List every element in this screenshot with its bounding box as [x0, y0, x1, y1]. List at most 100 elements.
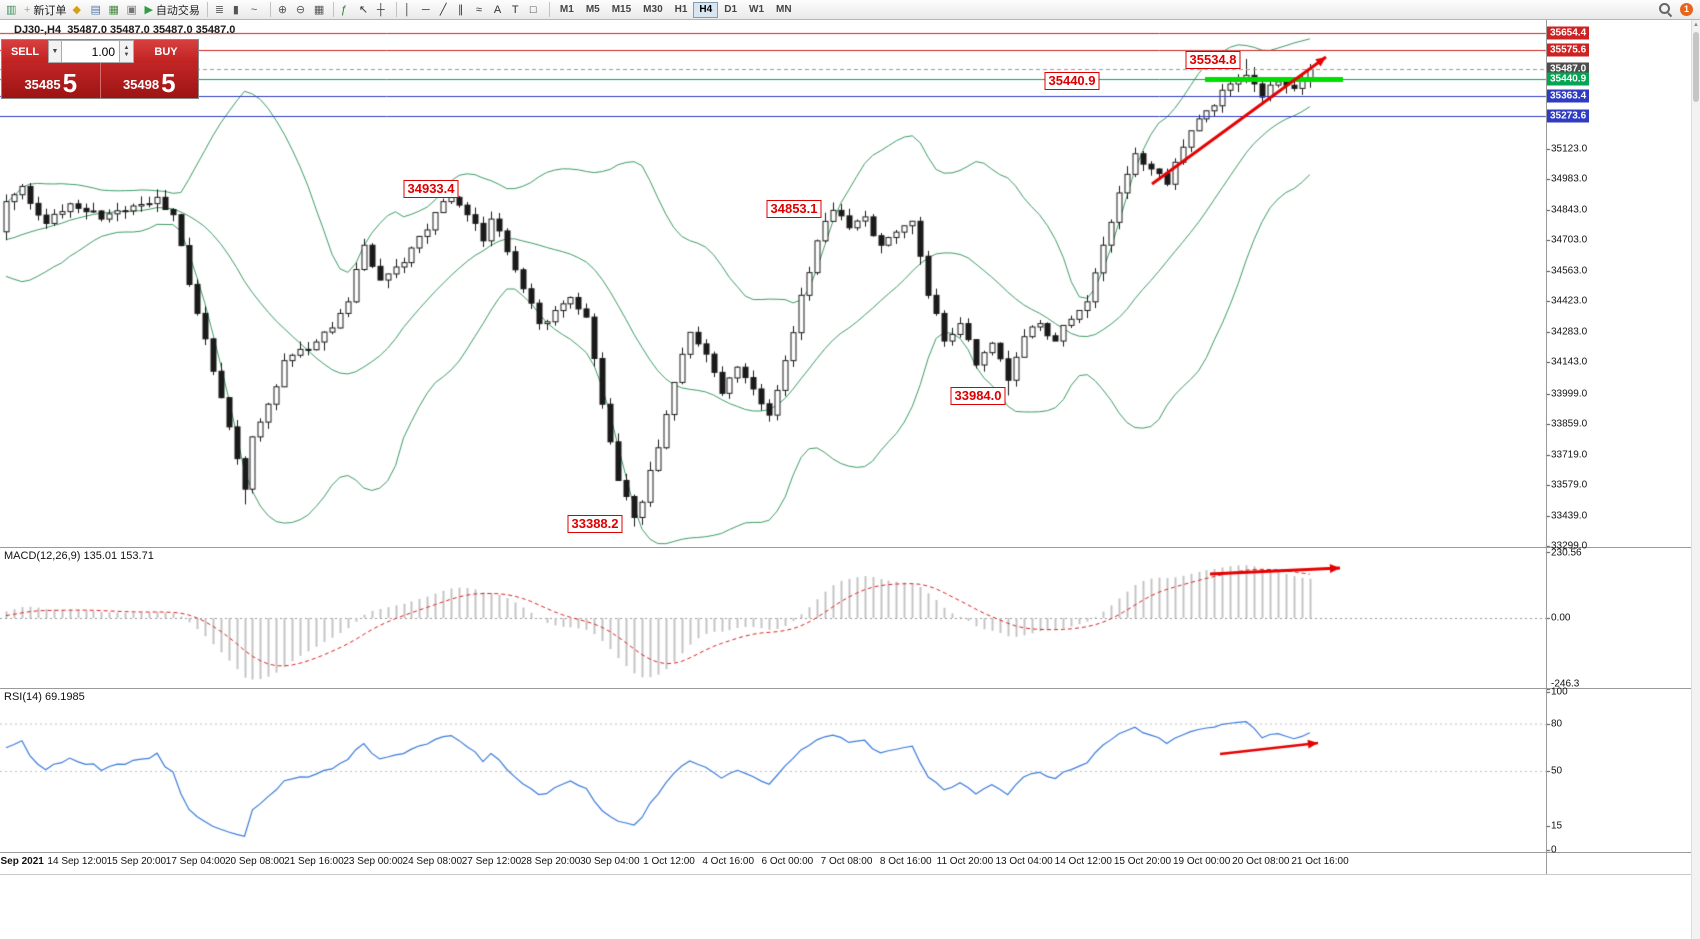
zoom-in-icon[interactable]: ⊕: [275, 1, 293, 19]
volume-stepper[interactable]: ▲ ▼: [120, 40, 134, 63]
time-axis-separator: [0, 852, 1692, 853]
chart-price-label[interactable]: 34933.4: [403, 180, 459, 198]
profiles-icon[interactable]: ▤: [87, 1, 105, 19]
crosshair-icon: ┼: [376, 3, 385, 16]
chart-price-label[interactable]: 35534.8: [1185, 51, 1241, 69]
time-label: 15 Sep 20:00: [106, 856, 167, 867]
rsi-panel-separator[interactable]: [0, 688, 1692, 689]
data-window-icon: ▣: [126, 3, 137, 16]
ohlc-header: DJ30-,H4 35487.0 35487.0 35487.0 35487.0: [14, 24, 236, 36]
chart-bottom-border: [0, 874, 1692, 875]
chart-candles-icon[interactable]: ▮: [230, 1, 248, 19]
label-icon[interactable]: T: [509, 1, 527, 19]
market-watch-icon: ▦: [108, 3, 119, 16]
timeframe-m1-button[interactable]: M1: [554, 2, 580, 18]
channel-icon[interactable]: ∥: [455, 1, 473, 19]
price-marker-chip: 35654.4: [1547, 26, 1590, 40]
sell-button[interactable]: SELL: [2, 40, 48, 63]
time-label: 3 Sep 2021: [0, 856, 44, 867]
volume-input[interactable]: [62, 40, 120, 63]
time-label: 17 Sep 04:00: [165, 856, 226, 867]
price-marker-chip: 35440.9: [1547, 72, 1590, 86]
buy-price[interactable]: 35498 5: [101, 63, 199, 98]
vertical-line-icon[interactable]: │: [401, 1, 419, 19]
new-order-button: +: [24, 3, 31, 16]
timeframe-mn-button[interactable]: MN: [770, 2, 798, 18]
data-window-icon[interactable]: ▣: [123, 1, 141, 19]
price-tick: 33859.0: [1551, 418, 1588, 430]
timeframe-d1-button[interactable]: D1: [718, 2, 743, 18]
autotrading-button-label: 自动交易: [155, 4, 200, 17]
time-label: 13 Oct 04:00: [995, 856, 1053, 867]
vertical-scrollbar[interactable]: ▲: [1691, 20, 1700, 939]
scrollbar-thumb[interactable]: [1693, 32, 1699, 102]
crosshair-icon[interactable]: ┼: [374, 1, 392, 19]
zoom-out-icon[interactable]: ⊖: [293, 1, 311, 19]
notification-badge[interactable]: 1: [1680, 3, 1693, 16]
tile-windows-icon[interactable]: ▦: [311, 1, 329, 19]
time-label: 14 Sep 12:00: [47, 856, 107, 867]
chart-price-label[interactable]: 34853.1: [766, 200, 822, 218]
buy-price-main: 35498: [122, 77, 160, 92]
macd-axis-label: 0.00: [1551, 612, 1571, 624]
metaeditor-icon[interactable]: ◆: [69, 1, 87, 19]
zoom-in-icon: ⊕: [277, 3, 288, 16]
macd-axis-label: -246.3: [1551, 678, 1580, 690]
timeframe-m30-button[interactable]: M30: [637, 2, 668, 18]
indicators-icon[interactable]: ƒ: [338, 1, 356, 19]
macd-panel-separator[interactable]: [0, 547, 1692, 548]
new-order-button[interactable]: + 新订单: [21, 1, 69, 19]
time-label: 4 Oct 16:00: [702, 856, 755, 867]
buy-price-pips: 5: [161, 68, 176, 98]
buy-button[interactable]: BUY: [134, 40, 198, 63]
stepper-down-icon[interactable]: ▼: [123, 51, 130, 58]
cursor-icon[interactable]: ↖: [356, 1, 374, 19]
chart-bars-icon[interactable]: ≣: [212, 1, 230, 19]
chart-price-label[interactable]: 33984.0: [950, 387, 1006, 405]
chart-price-label[interactable]: 35440.9: [1044, 72, 1100, 90]
timeframe-h1-button[interactable]: H1: [669, 2, 694, 18]
text-icon[interactable]: A: [491, 1, 509, 19]
fibonacci-icon[interactable]: ≈: [473, 1, 491, 19]
time-label: 20 Sep 08:00: [224, 856, 285, 867]
timeframe-w1-button[interactable]: W1: [743, 2, 770, 18]
chart-price-label[interactable]: 33388.2: [567, 515, 623, 533]
timeframe-m15-button[interactable]: M15: [606, 2, 637, 18]
new-chart-icon: ▥: [6, 3, 17, 16]
chart-candles-icon: ▮: [232, 3, 239, 16]
price-marker-chip: 35363.4: [1547, 89, 1590, 103]
time-label: 8 Oct 16:00: [879, 856, 932, 867]
rsi-axis-label: 50: [1551, 765, 1563, 777]
toolbar-right: 1: [1659, 3, 1697, 16]
stepper-up-icon[interactable]: ▲: [123, 44, 130, 51]
new-order-button-label: 新订单: [33, 4, 67, 17]
sell-price[interactable]: 35485 5: [2, 63, 101, 98]
search-icon[interactable]: [1659, 3, 1672, 16]
cursor-icon: ↖: [358, 3, 369, 16]
time-label: 28 Sep 20:00: [520, 856, 581, 867]
time-label: 14 Oct 12:00: [1054, 856, 1112, 867]
timeframe-h4-button[interactable]: H4: [693, 1, 719, 18]
rsi-axis-label: 100: [1551, 686, 1568, 698]
chart-line-icon[interactable]: ~: [248, 1, 266, 19]
tile-windows-icon: ▦: [313, 3, 325, 16]
rsi-axis-label: 80: [1551, 718, 1563, 730]
label-icon: T: [511, 3, 519, 16]
volume-dropdown[interactable]: ▼: [48, 40, 62, 63]
zoom-out-icon: ⊖: [295, 3, 306, 16]
rsi-axis-label: 0: [1551, 844, 1557, 856]
toolbar-separator: [548, 2, 550, 17]
new-chart-icon[interactable]: ▥: [3, 1, 21, 19]
trendline-icon[interactable]: ╱: [437, 1, 455, 19]
shapes-icon[interactable]: □: [527, 1, 545, 19]
market-watch-icon[interactable]: ▦: [105, 1, 123, 19]
time-label: 27 Sep 12:00: [461, 856, 522, 867]
autotrading-button[interactable]: ▶ 自动交易: [141, 1, 202, 19]
price-tick: 33299.0: [1551, 540, 1588, 552]
horizontal-line-icon[interactable]: ─: [419, 1, 437, 19]
timeframe-m5-button[interactable]: M5: [580, 2, 606, 18]
sell-price-main: 35485: [24, 77, 61, 92]
price-tick: 34283.0: [1551, 326, 1588, 338]
scroll-up-icon[interactable]: ▲: [1693, 22, 1699, 28]
